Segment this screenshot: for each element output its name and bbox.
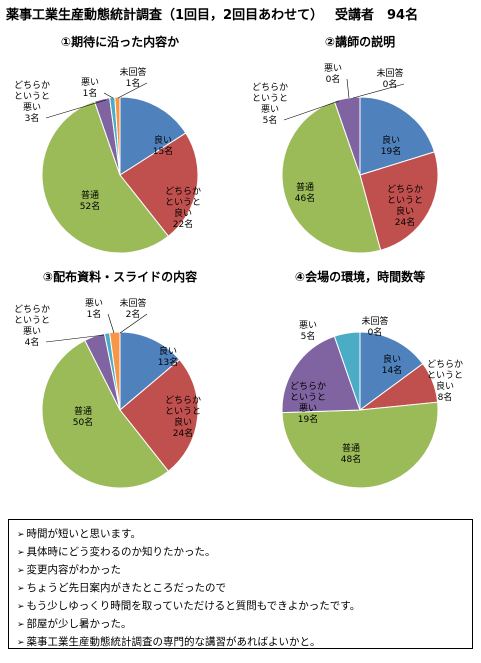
slice-label-no-answer: 未回答 0名 bbox=[376, 67, 403, 90]
pie-slice-bad bbox=[333, 331, 361, 411]
slice-label-somewhat-bad: どちらかというと悪い 5名 bbox=[252, 82, 288, 126]
attendee-count: 受講者 94名 bbox=[335, 8, 419, 23]
chart-lecturer-explanation: ②講師の説明良い 19名どちらかというと良い 24名 普通 46名 どちらかというと悪い 5… bbox=[240, 28, 480, 283]
slice-label-good: 良い 19名 bbox=[381, 134, 401, 157]
bullet-arrow-icon: ➢ bbox=[17, 584, 25, 594]
slice-label-neutral: 普通 52名 bbox=[80, 189, 100, 212]
comment-item: ➢ もう少しゆっくり時間を取っていただけると質問もできよかったです。 bbox=[17, 598, 464, 616]
pie-slice-good bbox=[359, 331, 424, 411]
slice-label-good: 良い 14名 bbox=[382, 353, 402, 376]
leader-line bbox=[119, 313, 148, 334]
page-title: 薬事工業生産動態統計調査（1回目，2回目あわせて） bbox=[6, 8, 324, 23]
leader-line bbox=[103, 92, 114, 99]
pie-slice-good bbox=[119, 96, 187, 176]
leader-line bbox=[352, 83, 405, 99]
comment-box: ➢ 時間が短いと思います。 ➢ 具体時にどう変わるのか知りたかった。 ➢ 変更内容がわ… bbox=[8, 519, 473, 649]
leader-line bbox=[346, 78, 350, 99]
pie-slice-good bbox=[119, 331, 181, 412]
chart-title: ②講師の説明 bbox=[325, 34, 395, 49]
comment-text: 時間が短いと思います。 bbox=[26, 528, 141, 540]
chart-handouts-slides: ③配布資料・スライドの内容良い 13名どちらかというと良い 24名 普通 50名 どちらか… bbox=[0, 263, 240, 518]
bullet-arrow-icon: ➢ bbox=[17, 548, 25, 558]
leader-line bbox=[45, 334, 105, 343]
pie-slice-neutral bbox=[41, 339, 170, 489]
slice-label-bad: 悪い 1名 bbox=[85, 298, 103, 320]
comment-text: 変更内容がわかった bbox=[26, 564, 122, 576]
comment-text: ちょうど先日案内がきたところだったので bbox=[26, 582, 227, 594]
comment-text: もう少しゆっくり時間を取っていただけると質問もできよかったです。 bbox=[26, 600, 361, 612]
slice-label-somewhat-bad: どちらかというと悪い 4名 bbox=[14, 304, 50, 348]
comment-list: ➢ 時間が短いと思います。 ➢ 具体時にどう変わるのか知りたかった。 ➢ 変更内容がわ… bbox=[17, 526, 464, 652]
comment-text: 具体時にどう変わるのか知りたかった。 bbox=[26, 546, 216, 558]
slice-label-bad: 悪い 5名 bbox=[299, 320, 317, 342]
leader-line bbox=[283, 100, 340, 121]
slice-label-somewhat-good: どちらかというと良い 24名 bbox=[165, 395, 201, 439]
pie-slice-somewhat-good bbox=[359, 151, 439, 251]
bullet-arrow-icon: ➢ bbox=[17, 566, 25, 576]
slice-label-somewhat-good: どちらかというと良い 24名 bbox=[387, 184, 423, 228]
comment-text: 薬事工業生産動態統計調査の専門的な講習があればよいかと。 bbox=[26, 636, 321, 648]
slice-label-somewhat-good: どちらかというと良い 22名 bbox=[165, 186, 201, 230]
slice-label-no-answer: 未回答 1名 bbox=[119, 66, 146, 89]
bullet-arrow-icon: ➢ bbox=[17, 602, 25, 612]
slice-label-bad: 悪い 1名 bbox=[81, 77, 99, 99]
bullet-arrow-icon: ➢ bbox=[17, 638, 25, 648]
chart-title: ①期待に沿った内容か bbox=[61, 34, 179, 49]
page-header: 薬事工業生産動態統計調査（1回目，2回目あわせて） 受講者 94名 bbox=[0, 0, 481, 28]
comment-item: ➢ 薬事工業生産動態統計調査の専門的な講習があればよいかと。 bbox=[17, 634, 464, 652]
chart-expectations: ①期待に沿った内容か良い 15名どちらかというと良い 22名 普通 52名 どちらかという… bbox=[0, 28, 240, 283]
bullet-arrow-icon: ➢ bbox=[17, 530, 25, 540]
slice-label-somewhat-bad: どちらかというと悪い 19名 bbox=[290, 381, 326, 425]
chart-title: ③配布資料・スライドの内容 bbox=[43, 269, 197, 284]
slice-label-neutral: 普通 46名 bbox=[295, 181, 315, 204]
leader-line bbox=[107, 313, 115, 334]
comment-item: ➢ 具体時にどう変わるのか知りたかった。 bbox=[17, 544, 464, 562]
comment-item: ➢ 時間が短いと思います。 bbox=[17, 526, 464, 544]
slice-label-somewhat-good: どちらかというと良い 8名 bbox=[427, 359, 463, 403]
pie-slice-neutral bbox=[281, 401, 439, 489]
comment-item: ➢ 部屋が少し暑かった。 bbox=[17, 616, 464, 634]
chart-title: ④会場の環境，時間数等 bbox=[295, 269, 425, 284]
bullet-arrow-icon: ➢ bbox=[17, 620, 25, 630]
pie-slice-neutral bbox=[281, 100, 382, 254]
slice-label-neutral: 普通 48名 bbox=[341, 442, 361, 465]
chart-venue-time: ④会場の環境，時間数等良い 14名 どちらかというと良い 8名普通 48名 どちらかという… bbox=[240, 263, 480, 518]
slice-label-no-answer: 未回答 2名 bbox=[119, 297, 146, 320]
pie-slice-good bbox=[359, 96, 436, 176]
comment-text: 部屋が少し暑かった。 bbox=[26, 618, 132, 630]
pie-slice-somewhat-good bbox=[119, 358, 199, 472]
leader-line bbox=[45, 99, 107, 119]
slice-label-good: 良い 15名 bbox=[153, 134, 173, 157]
slice-label-good: 良い 13名 bbox=[158, 345, 178, 368]
pie-slice-neutral bbox=[41, 100, 170, 254]
slice-label-neutral: 普通 50名 bbox=[73, 405, 93, 428]
pie-slice-no-answer bbox=[109, 331, 121, 411]
leader-line bbox=[117, 82, 148, 99]
comment-item: ➢ ちょうど先日案内がきたところだったので bbox=[17, 580, 464, 598]
pie-slice-somewhat-bad bbox=[333, 96, 361, 176]
comment-item: ➢ 変更内容がわかった bbox=[17, 562, 464, 580]
pie-slice-somewhat-good bbox=[119, 132, 199, 237]
slice-label-bad: 悪い 0名 bbox=[324, 63, 342, 85]
slice-label-somewhat-bad: どちらかというと悪い 3名 bbox=[14, 80, 50, 124]
slice-label-no-answer: 未回答 0名 bbox=[361, 315, 388, 338]
